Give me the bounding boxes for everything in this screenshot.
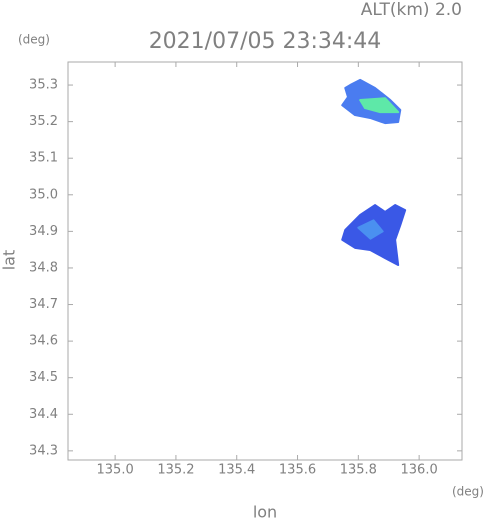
chart-title: 2021/07/05 23:34:44: [149, 29, 382, 54]
y-tick-label: 34.3: [29, 443, 58, 458]
y-unit: (deg): [18, 33, 50, 47]
y-tick-label: 35.0: [29, 187, 58, 202]
x-tick-label: 135.6: [279, 463, 316, 478]
y-tick-label: 34.5: [29, 370, 58, 385]
x-unit: (deg): [452, 485, 484, 499]
x-tick-label: 135.2: [157, 463, 194, 478]
y-axis-label: lat: [0, 250, 19, 271]
echo-region: [359, 97, 400, 114]
y-tick-label: 35.1: [29, 151, 58, 166]
x-axis-label: lon: [253, 503, 277, 521]
x-tick-label: 136.0: [401, 463, 438, 478]
y-tick-label: 34.9: [29, 224, 58, 239]
altitude-label: ALT(km) 2.0: [361, 0, 462, 20]
x-tick-label: 135.8: [340, 463, 377, 478]
y-tick-label: 34.7: [29, 297, 58, 312]
y-tick-label: 34.8: [29, 260, 58, 275]
y-tick-label: 35.2: [29, 114, 58, 129]
y-tick-label: 35.3: [29, 78, 58, 93]
plot-frame: [67, 61, 463, 461]
y-tick-label: 34.6: [29, 334, 58, 349]
x-tick-label: 135.4: [218, 463, 255, 478]
x-tick-label: 135.0: [97, 463, 134, 478]
y-tick-label: 34.4: [29, 407, 58, 422]
echo-region: [357, 219, 384, 240]
